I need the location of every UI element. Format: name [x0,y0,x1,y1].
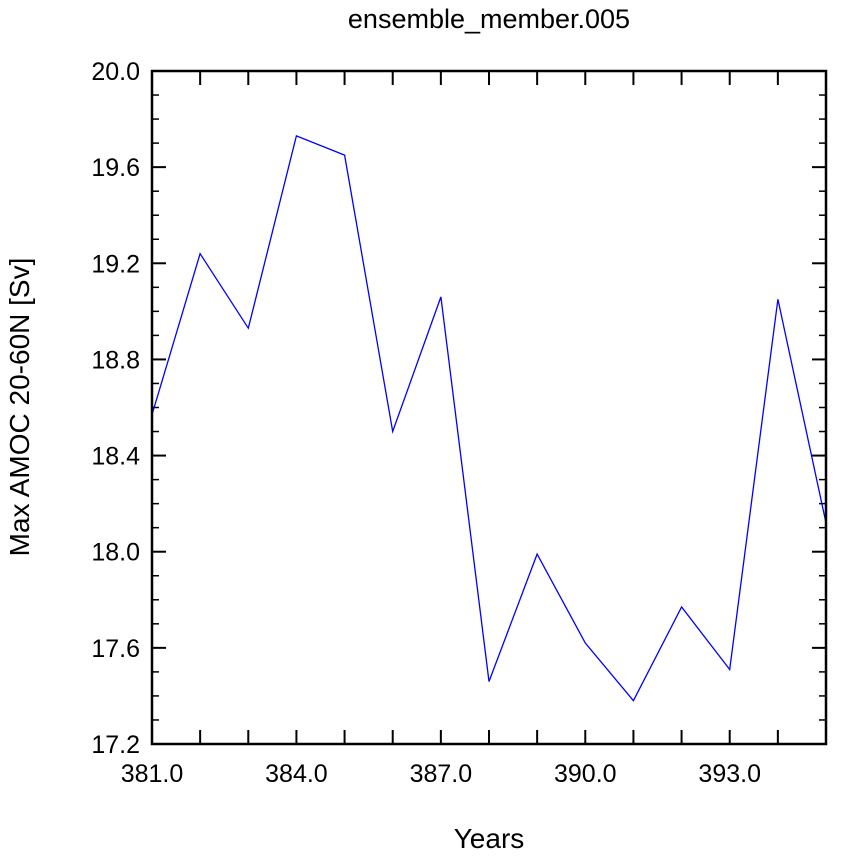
x-tick-label: 384.0 [265,760,328,788]
y-tick-label: 18.8 [91,346,140,374]
chart-title: ensemble_member.005 [348,4,630,34]
x-axis-label: Years [454,823,525,854]
y-tick-label: 19.6 [91,154,140,182]
y-tick-label: 19.2 [91,250,140,278]
x-tick-label: 387.0 [410,760,473,788]
y-tick-label: 18.4 [91,443,140,471]
x-tick-label: 381.0 [121,760,184,788]
y-tick-label: 17.6 [91,635,140,663]
y-tick-label: 20.0 [91,58,140,86]
x-tick-labels: 381.0 384.0 387.0 390.0 393.0 [121,760,761,788]
x-tick-label: 390.0 [554,760,617,788]
series-line [151,135,827,702]
y-axis-label: Max AMOC 20-60N [Sv] [4,258,35,557]
x-tick-label: 393.0 [698,760,761,788]
y-tick-label: 17.2 [91,731,140,759]
y-tick-labels: 17.2 17.6 18.0 18.4 18.8 19.2 19.6 20.0 [91,58,140,759]
y-tick-label: 18.0 [91,539,140,567]
plot-frame [150,69,828,746]
